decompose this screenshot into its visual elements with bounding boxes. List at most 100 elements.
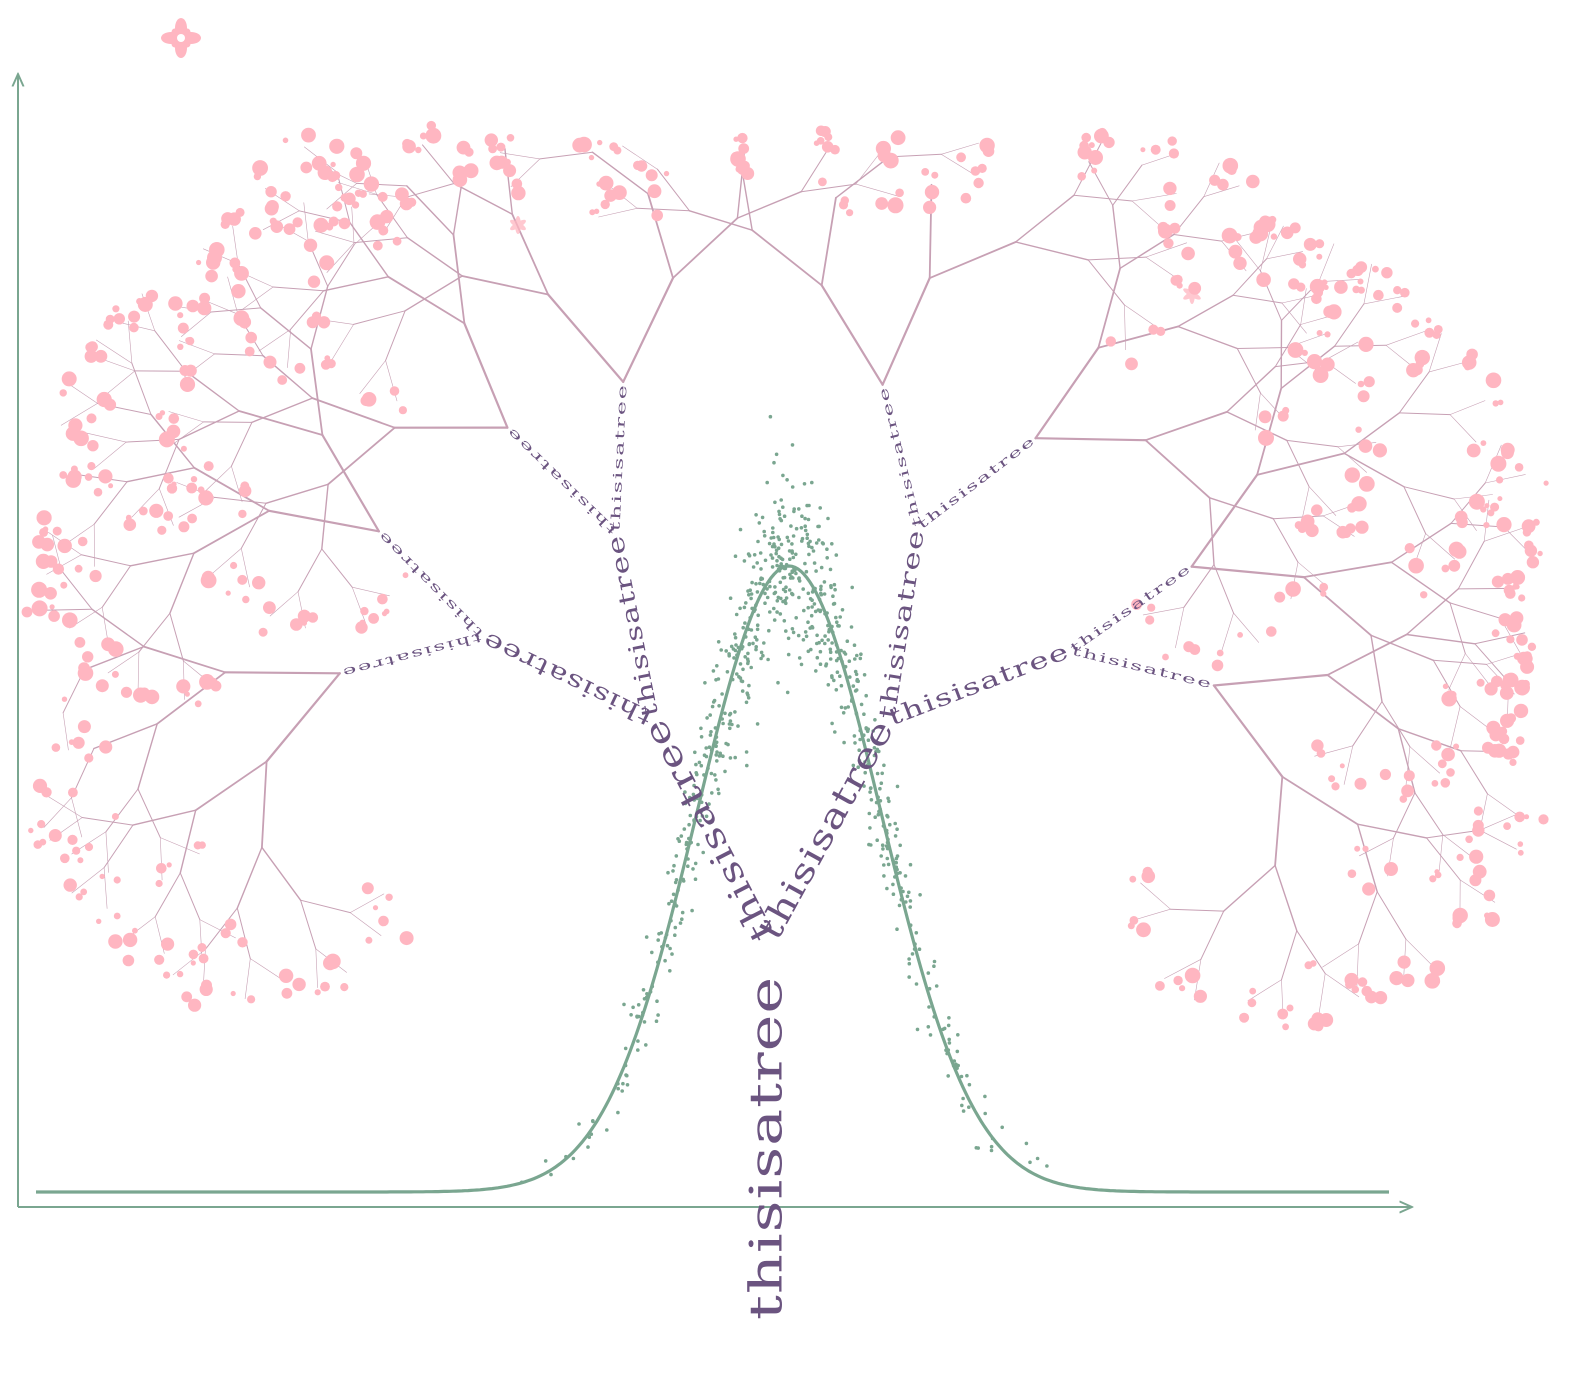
blossom	[1485, 372, 1502, 389]
scatter-point	[697, 760, 702, 765]
twig	[656, 168, 690, 212]
twig	[1409, 746, 1440, 774]
scatter-point	[794, 616, 798, 620]
scatter-point	[642, 997, 647, 1001]
twig	[1343, 452, 1405, 488]
blossom	[194, 700, 202, 708]
scatter-point	[755, 561, 759, 565]
scatter-point	[719, 648, 723, 652]
scatter-point	[650, 950, 654, 955]
twig	[211, 548, 242, 575]
twig	[1222, 864, 1276, 912]
blossom	[1526, 521, 1534, 529]
scatter-point	[830, 542, 834, 546]
blossom	[365, 936, 373, 944]
blossom	[351, 201, 360, 209]
scatter-point	[648, 990, 653, 994]
scatter-points	[519, 414, 1049, 1185]
scatter-point	[772, 460, 776, 465]
blossom	[1389, 971, 1404, 986]
scatter-point	[808, 597, 813, 601]
scatter-point	[814, 669, 818, 673]
scatter-point	[743, 621, 747, 625]
scatter-point	[747, 593, 751, 597]
twig	[1015, 241, 1089, 261]
scatter-point	[687, 822, 691, 827]
scatter-point	[791, 534, 796, 538]
scatter-point	[700, 814, 705, 818]
twig	[1302, 576, 1372, 637]
twig	[1438, 834, 1444, 874]
twig	[131, 488, 160, 518]
scatter-point	[654, 1019, 659, 1023]
blossom	[103, 398, 117, 411]
blossom	[1331, 782, 1340, 791]
scatter-point	[689, 840, 693, 845]
blossom	[1357, 390, 1370, 403]
blossom	[181, 991, 193, 1003]
scatter-point	[847, 659, 852, 663]
scatter-point	[1028, 1160, 1032, 1165]
blossom	[197, 486, 205, 494]
blossom	[1468, 493, 1485, 510]
twig	[169, 552, 195, 614]
blossom	[1339, 763, 1345, 769]
twig	[137, 788, 161, 839]
scatter-point	[713, 773, 717, 777]
twig	[1324, 973, 1360, 998]
scatter-point	[750, 606, 754, 611]
blossom	[177, 312, 184, 319]
scatter-point	[571, 1156, 576, 1161]
blossom	[361, 392, 377, 407]
blossom	[1372, 265, 1379, 273]
scatter-point	[776, 567, 781, 571]
blossom	[1344, 467, 1361, 483]
blossom	[1527, 642, 1537, 651]
blossom	[95, 679, 109, 693]
blossom	[1441, 747, 1455, 762]
scatter-point	[748, 616, 752, 620]
blossom	[235, 207, 245, 217]
scatter-point	[814, 569, 818, 573]
scatter-point	[862, 712, 866, 716]
blossom	[238, 509, 247, 519]
blossom	[1287, 585, 1295, 594]
twig	[169, 612, 184, 662]
scatter-point	[858, 728, 862, 733]
blossom	[1491, 575, 1504, 588]
scatter-point	[874, 800, 879, 805]
scatter-point	[820, 541, 825, 545]
scatter-point	[868, 790, 872, 794]
blossom	[340, 983, 349, 992]
scatter-point	[716, 640, 721, 644]
blossom	[33, 840, 43, 849]
twig	[940, 154, 975, 175]
blossom	[383, 608, 390, 615]
blossom	[1193, 989, 1207, 1003]
scatter-point	[859, 702, 864, 707]
blossom	[1490, 455, 1507, 472]
blossom	[452, 172, 468, 187]
twig	[1266, 251, 1303, 260]
blossom	[1513, 652, 1521, 660]
scatter-point	[725, 670, 730, 674]
scatter-point	[941, 1027, 945, 1032]
branch-label: thisisatree	[340, 630, 484, 681]
twig	[331, 324, 354, 361]
blossom	[155, 879, 163, 888]
blossom	[237, 937, 248, 948]
blossom	[1503, 822, 1511, 830]
scatter-point	[1035, 1156, 1040, 1161]
blossom	[1334, 280, 1348, 294]
twig	[71, 797, 83, 838]
blossom	[44, 587, 57, 600]
twig	[688, 210, 753, 231]
blossom	[1316, 330, 1323, 336]
scatter-point	[819, 565, 824, 570]
twig	[105, 788, 139, 833]
scatter-point	[656, 938, 660, 942]
twig	[1142, 606, 1185, 616]
scatter-point	[631, 1005, 635, 1010]
scatter-point	[669, 899, 674, 903]
blossom	[1179, 985, 1186, 992]
